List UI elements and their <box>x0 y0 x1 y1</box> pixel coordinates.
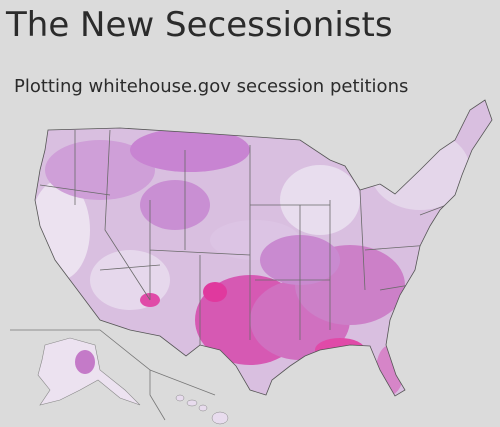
inset-dividers <box>10 329 216 421</box>
mainland-outline <box>34 99 493 397</box>
mainland-map <box>35 100 492 396</box>
title: The New Secessionists <box>5 5 393 45</box>
subtitle: Plotting whitehouse.gov secession petiti… <box>14 76 408 97</box>
alaska-patch <box>75 350 95 374</box>
hawaii-inset <box>175 394 229 425</box>
